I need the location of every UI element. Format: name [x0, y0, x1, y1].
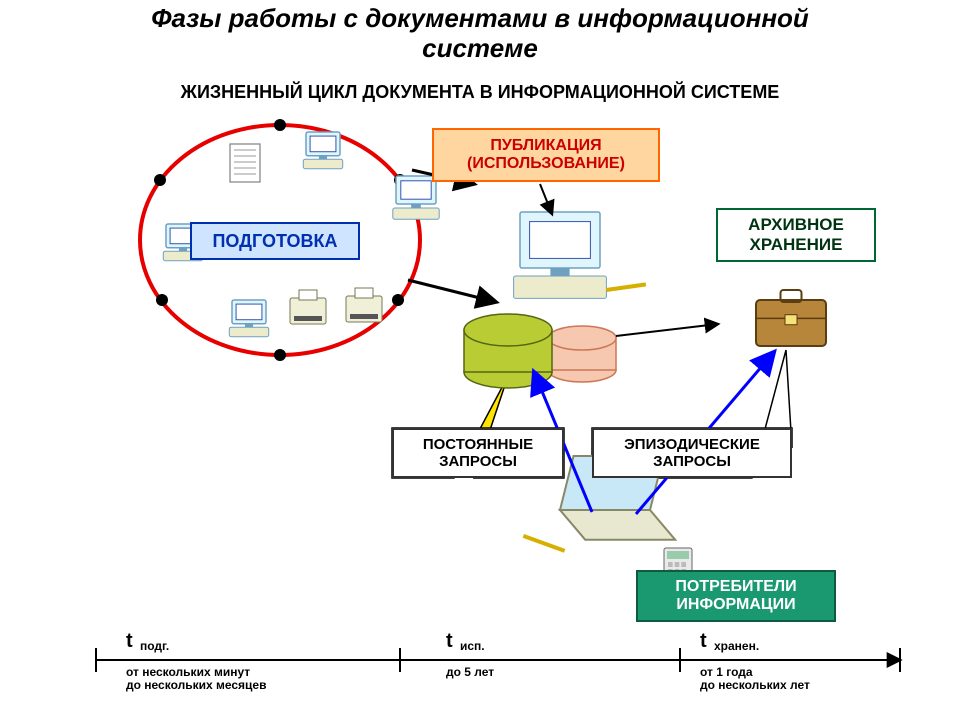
diagram-stage: Фазы работы с документами в информационн… — [0, 0, 960, 720]
timeline-t-symbol: t — [446, 630, 453, 652]
timeline-t-subscript: исп. — [460, 640, 485, 653]
box-publication: ПУБЛИКАЦИЯ (ИСПОЛЬЗОВАНИЕ) — [432, 128, 660, 182]
timeline-segment-desc: до 5 лет — [446, 666, 494, 679]
timeline-t-subscript: хранен. — [714, 640, 759, 653]
timeline-segment-desc: от нескольких минут до нескольких месяце… — [126, 666, 266, 692]
timeline-t-symbol: t — [126, 630, 133, 652]
computer-icon — [229, 300, 268, 337]
box-episodic-requests: ЭПИЗОДИЧЕСКИЕ ЗАПРОСЫ — [592, 428, 792, 478]
computer-icon — [303, 132, 342, 169]
cyl-to-archive — [616, 324, 718, 336]
box-archive-storage: АРХИВНОЕ ХРАНЕНИЕ — [716, 208, 876, 262]
box-preparation: ПОДГОТОВКА — [190, 222, 360, 260]
ring-to-pub-bot — [408, 280, 496, 302]
computer-icon — [514, 212, 607, 298]
timeline-t-subscript: подг. — [140, 640, 169, 653]
timeline-t-symbol: t — [700, 630, 707, 652]
pubbox-to-comp — [540, 184, 552, 214]
timeline-segment-desc: от 1 года до нескольких лет — [700, 666, 810, 692]
computer-icon — [393, 176, 439, 219]
box-consumers: ПОТРЕБИТЕЛИ ИНФОРМАЦИИ — [636, 570, 836, 622]
box-constant-requests: ПОСТОЯННЫЕ ЗАПРОСЫ — [392, 428, 564, 478]
